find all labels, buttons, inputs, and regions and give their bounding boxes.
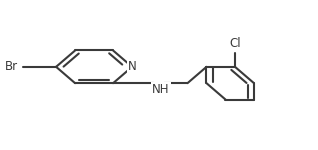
Text: Br: Br (5, 60, 18, 73)
Text: NH: NH (152, 83, 169, 96)
Text: Cl: Cl (229, 38, 241, 51)
Text: N: N (128, 60, 136, 73)
